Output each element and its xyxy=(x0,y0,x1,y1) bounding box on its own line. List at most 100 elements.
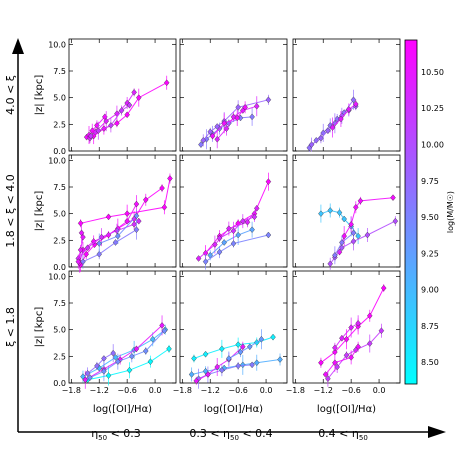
x-tick-label: −1.2 xyxy=(201,386,220,395)
data-point xyxy=(392,217,399,225)
data-point xyxy=(118,107,125,114)
x-tick-label: −1.2 xyxy=(314,386,333,395)
data-point xyxy=(348,354,354,361)
data-point xyxy=(390,194,396,201)
data-point xyxy=(126,101,133,109)
panel-frame xyxy=(179,270,288,384)
data-point xyxy=(80,258,86,265)
colorbar-tick-label: 10.50 xyxy=(421,68,444,77)
data-point xyxy=(327,260,333,268)
data-point xyxy=(195,255,202,262)
data-point xyxy=(226,225,232,232)
x-axis-label: log([OI]/Hα) xyxy=(204,404,263,415)
data-point xyxy=(322,371,329,378)
data-point xyxy=(249,226,255,233)
x-axis-label: log([OI]/Hα) xyxy=(317,404,376,415)
x-tick-label: −1.8 xyxy=(286,386,305,395)
data-point xyxy=(83,250,89,258)
data-point xyxy=(318,210,324,217)
data-point xyxy=(240,361,246,369)
data-point xyxy=(82,376,89,384)
data-point xyxy=(219,366,225,374)
data-point xyxy=(242,103,248,111)
y-tick-label: 2.5 xyxy=(53,236,66,245)
colorbar-tick-label: 9.00 xyxy=(421,286,439,295)
data-point xyxy=(350,96,357,104)
data-point xyxy=(115,358,121,365)
data-point xyxy=(216,248,223,256)
data-point xyxy=(318,359,324,367)
data-point xyxy=(114,119,120,127)
data-point xyxy=(133,200,140,208)
data-point xyxy=(108,122,114,129)
data-point xyxy=(235,341,241,348)
data-point xyxy=(339,239,345,246)
y-tick-label: 10.0 xyxy=(48,156,66,165)
data-point xyxy=(341,215,347,223)
data-point xyxy=(129,353,135,360)
data-point xyxy=(95,127,102,135)
data-point xyxy=(334,115,340,123)
data-point xyxy=(115,232,121,240)
data-point xyxy=(367,340,373,347)
series-line xyxy=(89,330,165,379)
data-point xyxy=(198,141,204,148)
data-point xyxy=(87,374,93,381)
data-point xyxy=(270,333,276,341)
series-line xyxy=(219,216,255,239)
panel-frame xyxy=(68,38,177,152)
data-point xyxy=(191,355,197,362)
data-point xyxy=(133,212,140,220)
y-axis-label: |z| [kpc] xyxy=(34,191,45,232)
data-point xyxy=(308,141,315,148)
column-label: 0.4 < η50 xyxy=(318,427,368,442)
data-point xyxy=(214,363,220,371)
y-tick-label: 0.0 xyxy=(53,379,66,388)
x-tick-label: 0.0 xyxy=(260,386,273,395)
data-point xyxy=(265,178,272,185)
x-tick-label: −0.6 xyxy=(117,386,136,395)
series-line xyxy=(209,229,253,256)
panel-frame xyxy=(292,154,401,268)
y-tick-label: 5.0 xyxy=(53,326,66,335)
data-point xyxy=(202,258,209,265)
data-point xyxy=(341,232,347,240)
data-point xyxy=(247,343,253,351)
data-point xyxy=(78,229,85,237)
data-point xyxy=(332,119,338,127)
data-point xyxy=(329,124,336,131)
data-point xyxy=(133,226,140,233)
panel-frame xyxy=(292,38,401,152)
series-line xyxy=(320,287,385,364)
data-point xyxy=(96,250,102,258)
x-tick-label: −1.2 xyxy=(90,386,109,395)
data-point xyxy=(235,362,241,370)
data-point xyxy=(254,205,260,212)
data-point xyxy=(188,371,195,378)
data-point xyxy=(221,119,227,127)
series-line xyxy=(332,103,357,128)
data-point xyxy=(327,207,333,214)
data-point xyxy=(159,184,165,192)
data-point xyxy=(350,238,357,245)
data-point xyxy=(136,94,142,101)
column-label: η50 < 0.3 xyxy=(91,427,141,442)
series-line xyxy=(334,322,359,349)
data-point xyxy=(209,132,216,140)
data-point xyxy=(353,203,359,211)
data-point xyxy=(105,213,112,221)
data-point xyxy=(338,115,344,123)
data-point xyxy=(355,343,361,351)
row-label: ξ < 1.8 xyxy=(4,307,17,347)
data-point xyxy=(124,111,130,119)
data-point xyxy=(90,238,97,245)
x-axis-label: log([OI]/Hα) xyxy=(93,404,152,415)
data-point xyxy=(216,234,223,242)
data-point xyxy=(84,370,91,377)
y-tick-label: 0.0 xyxy=(53,147,66,156)
data-point xyxy=(343,335,350,343)
data-point xyxy=(332,251,338,259)
y-axis-label: |z| [kpc] xyxy=(34,75,45,116)
data-point xyxy=(357,197,364,205)
